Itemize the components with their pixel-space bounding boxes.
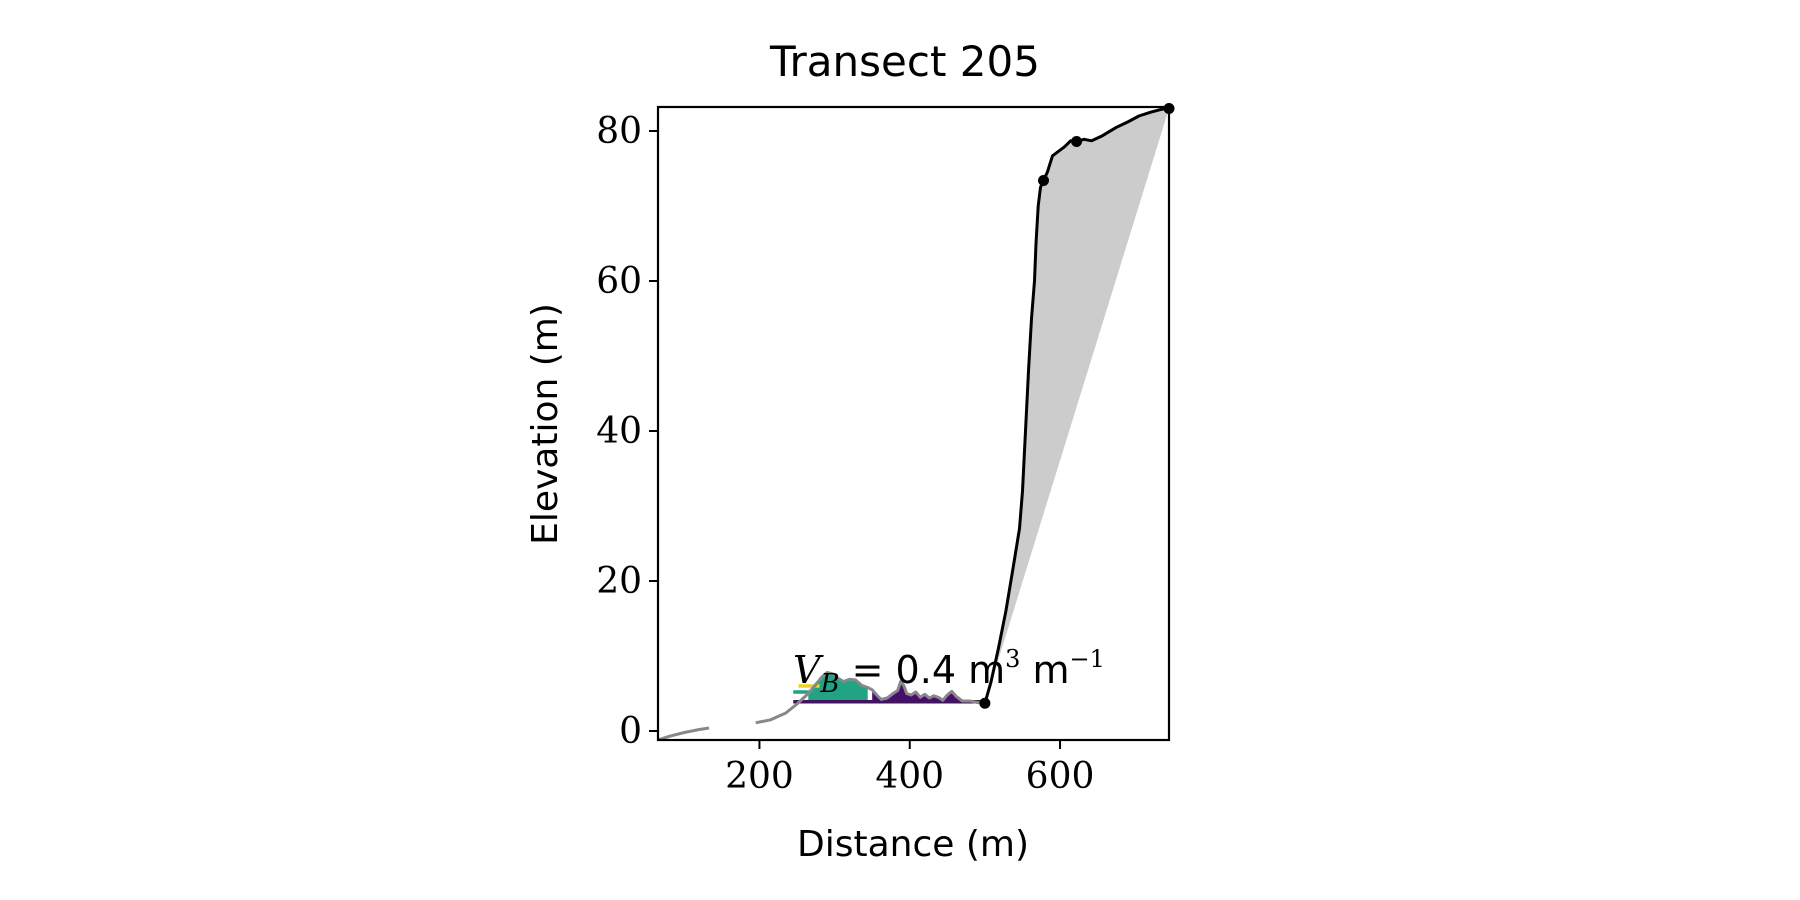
y-tick-label-40: 40 — [596, 411, 642, 452]
annotation-unit: m — [1020, 648, 1069, 692]
annotation-sup1: 3 — [1005, 645, 1020, 673]
annotation-sub: B — [819, 669, 839, 699]
profile-marker-2 — [1071, 136, 1083, 147]
profile-marker-0 — [979, 697, 991, 709]
y-axis: 0 20 40 60 80 — [596, 111, 658, 752]
title-group: Transect 205 — [769, 37, 1040, 86]
y-axis-label: Elevation (m) — [525, 303, 566, 545]
plot-content — [658, 107, 1169, 740]
x-tick-label-600: 600 — [1026, 756, 1095, 797]
cliff-profile-line — [983, 107, 1169, 704]
x-axis-label: Distance (m) — [797, 824, 1029, 865]
x-axis: 200 400 600 — [725, 740, 1094, 797]
annotation-value: = 0.4 m — [840, 648, 1006, 692]
chart-title: Transect 205 — [769, 37, 1040, 86]
y-tick-label-0: 0 — [619, 711, 642, 752]
annotation-sup2: −1 — [1069, 645, 1104, 673]
x-tick-label-200: 200 — [725, 756, 794, 797]
y-tick-label-20: 20 — [596, 561, 642, 602]
cliff-fill-region — [984, 108, 1169, 704]
plot-frame — [656, 105, 1171, 742]
barrier-volume-annotation: VB = 0.4 m3 m−1 — [793, 645, 1105, 699]
offshore-profile-line-1 — [755, 671, 986, 725]
profile-marker-1 — [1038, 175, 1050, 186]
x-tick-label-400: 400 — [875, 756, 944, 797]
offshore-profile-line-0 — [658, 726, 710, 740]
y-tick-label-60: 60 — [596, 261, 642, 302]
plot-area — [658, 103, 1175, 740]
y-tick-label-80: 80 — [596, 111, 642, 152]
annotation-var: V — [793, 648, 824, 692]
